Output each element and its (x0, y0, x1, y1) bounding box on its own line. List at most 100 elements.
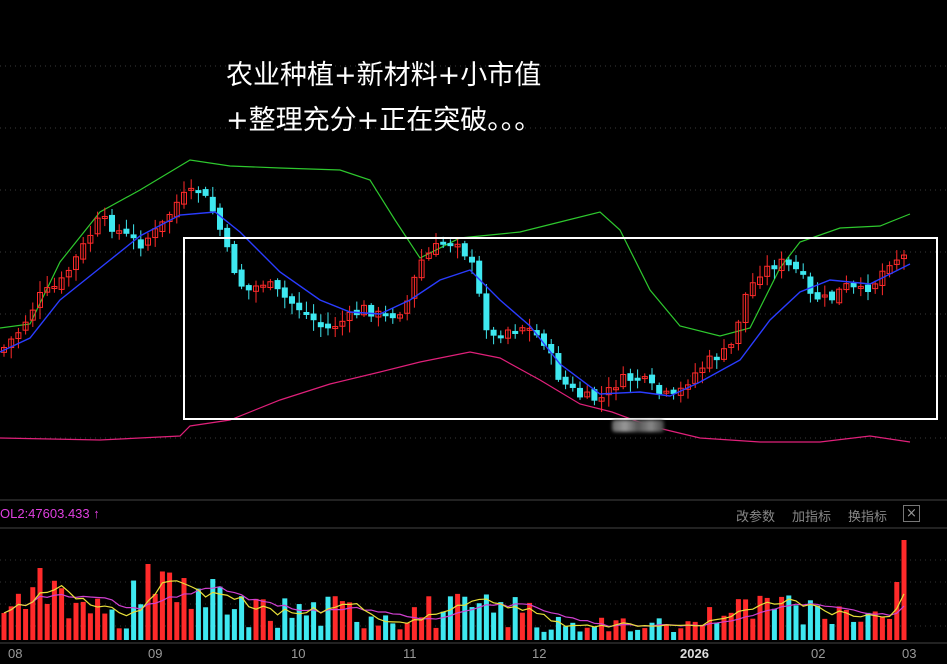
volume-bar (786, 595, 792, 640)
candle-body (893, 259, 900, 265)
candle-body (584, 391, 591, 398)
candle-body (469, 256, 475, 263)
candle-body (692, 372, 699, 384)
candle-body (418, 259, 425, 279)
volume-bar (195, 588, 201, 640)
candle-body (764, 265, 771, 277)
candle-body (670, 389, 677, 394)
candle-body (80, 243, 87, 260)
candle-body (209, 196, 216, 212)
lower-band-line (0, 351, 911, 443)
volume-bar (447, 596, 453, 640)
volume-bar (678, 628, 684, 640)
candle-body (382, 313, 389, 317)
candle-body (519, 327, 526, 332)
blurred-watermark (612, 420, 664, 432)
volume-bar (167, 572, 173, 640)
volume-bar (656, 618, 662, 640)
moving-average-line (0, 211, 911, 397)
volume-bar (829, 623, 835, 640)
volume-bar (383, 615, 389, 640)
volume-bar (894, 582, 900, 640)
candle-body (37, 292, 43, 308)
volume-bar (239, 596, 245, 640)
candle-body (195, 190, 202, 194)
volume-bar (764, 597, 770, 640)
volume-bar (728, 612, 734, 640)
swap-indicator-button[interactable]: 换指标 (848, 510, 888, 525)
candle-body (454, 243, 461, 248)
volume-bar (109, 609, 115, 640)
volume-bar (699, 624, 705, 640)
candle-body (289, 296, 295, 304)
volume-bar (591, 626, 597, 640)
candle-body (116, 230, 123, 234)
volume-bar (116, 628, 122, 640)
add-indicator-button[interactable]: 加指标 (792, 510, 832, 525)
volume-bar (131, 580, 137, 640)
candle-body (109, 214, 115, 232)
volume-bar (433, 627, 439, 640)
edit-params-button[interactable]: 改参数 (736, 510, 776, 525)
volume-bar (289, 617, 295, 640)
candle-body (58, 277, 65, 290)
candle-body (296, 302, 303, 311)
candle-body (850, 282, 857, 288)
volume-bar (73, 602, 79, 640)
volume-bar (649, 622, 655, 640)
candle-body (706, 355, 713, 369)
volume-bar (210, 579, 216, 640)
candle-body (94, 217, 101, 235)
candle-body (569, 383, 576, 388)
volume-bar (692, 621, 698, 640)
candle-body (649, 374, 655, 384)
volume-bar (469, 607, 475, 640)
candle-body (490, 329, 497, 336)
candle-body (310, 313, 317, 321)
candle-body (843, 283, 850, 291)
volume-bar (152, 593, 158, 640)
volume-bar (303, 615, 309, 640)
candle-body (778, 258, 785, 272)
volume-bar (224, 614, 230, 640)
candle-body (253, 285, 259, 292)
candle-body (166, 214, 173, 223)
volume-bar (253, 598, 259, 640)
candle-body (461, 243, 468, 257)
volume-bar (354, 621, 360, 640)
candle-body (238, 269, 245, 287)
volume-bar (397, 629, 403, 640)
candle-body (641, 376, 648, 380)
candle-body (332, 326, 339, 330)
volume-bar (519, 612, 525, 640)
volume-bar (339, 601, 345, 640)
candle-body (217, 207, 223, 230)
volume-bar (59, 588, 65, 640)
candle-body (145, 237, 151, 246)
candle-body (865, 284, 871, 293)
volume-bar (411, 607, 417, 640)
close-icon[interactable]: × (903, 505, 920, 522)
candle-body (613, 387, 619, 391)
volume-bar (332, 596, 338, 640)
candle-body (123, 228, 130, 234)
x-tick-label: 12 (532, 646, 547, 661)
annotation-line-1: 农业种植+新材料+小市值 (226, 60, 542, 91)
candle-body (397, 314, 403, 319)
volume-bar (1, 613, 7, 640)
candle-body (785, 259, 792, 266)
candle-body (771, 265, 778, 270)
volume-bar (635, 629, 641, 640)
volume-bar (555, 616, 561, 640)
candle-body (836, 288, 843, 304)
x-tick-label: 10 (291, 646, 306, 661)
candle-body (857, 285, 864, 289)
candle-body (51, 285, 58, 289)
volume-bar (174, 602, 180, 640)
volume-bar (8, 606, 14, 640)
volume-bar (347, 602, 353, 640)
volume-bar (743, 599, 749, 640)
volume-ma-short (3, 580, 905, 628)
annotation-line-2: +整理充分+正在突破。。。 (226, 105, 542, 136)
